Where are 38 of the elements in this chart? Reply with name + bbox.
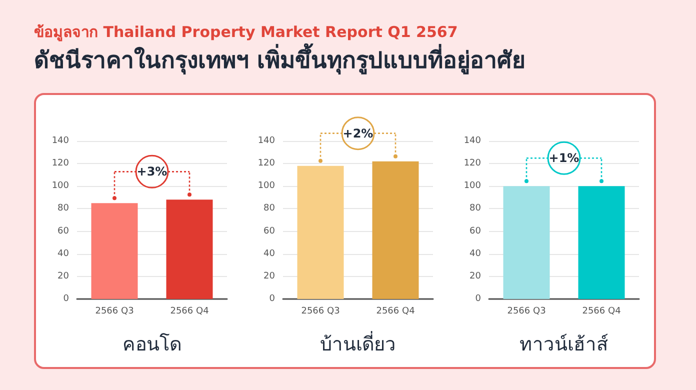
y-tick-label: 80 <box>264 204 276 214</box>
x-tick-label: 2566 Q3 <box>507 306 546 316</box>
chart-subtitle: ข้อมูลจาก Thailand Property Market Report Q1 2567 <box>34 22 458 43</box>
x-axis-title: บ้านเดี่ยว <box>320 330 396 356</box>
y-tick-label: 0 <box>269 294 276 304</box>
annotation: +1% <box>548 151 580 166</box>
y-tick-label: 60 <box>264 226 276 236</box>
x-tick-label: 2566 Q3 <box>95 306 134 316</box>
y-tick-label: 0 <box>63 294 70 304</box>
text: +2% <box>342 126 374 140</box>
y-tick-label: 20 <box>470 271 482 282</box>
y-tick-label: 40 <box>58 248 70 259</box>
y-tick-label: 100 <box>52 181 70 192</box>
x-axis-title: ทาวน์เฮ้าส์ <box>520 334 608 356</box>
x-tick-label: 2566 Q4 <box>582 306 622 316</box>
y-tick-label: 120 <box>52 158 70 169</box>
y-tick-label: 80 <box>470 204 482 214</box>
y-tick-label: 80 <box>58 204 70 214</box>
y-tick-label: 20 <box>58 271 70 282</box>
y-tick-label: 40 <box>264 248 276 259</box>
y-tick-label: 140 <box>464 136 482 146</box>
y-tick-label: 60 <box>470 226 482 236</box>
text: ดัชนีราคาในกรุงเทพฯ เพิ่มขึ้นทุกรูปแบบที่อยู่อาศัย <box>34 42 526 76</box>
y-tick-label: 100 <box>464 181 482 192</box>
y-tick-label: 60 <box>58 226 70 236</box>
y-tick-label: 120 <box>464 158 482 169</box>
x-tick-label: 2566 Q3 <box>301 306 340 316</box>
x-axis-title: คอนโด <box>122 332 182 356</box>
y-tick-label: 120 <box>258 158 276 169</box>
y-tick-label: 20 <box>264 271 276 282</box>
y-tick-label: 0 <box>475 294 482 304</box>
x-tick-label: 2566 Q4 <box>170 306 210 316</box>
x-tick-label: 2566 Q4 <box>376 306 416 316</box>
y-tick-label: 40 <box>470 248 482 259</box>
y-tick-label: 140 <box>52 136 70 146</box>
y-tick-label: 140 <box>258 136 276 146</box>
y-tick-label: 100 <box>258 181 276 192</box>
annotation: +3% <box>136 164 168 179</box>
